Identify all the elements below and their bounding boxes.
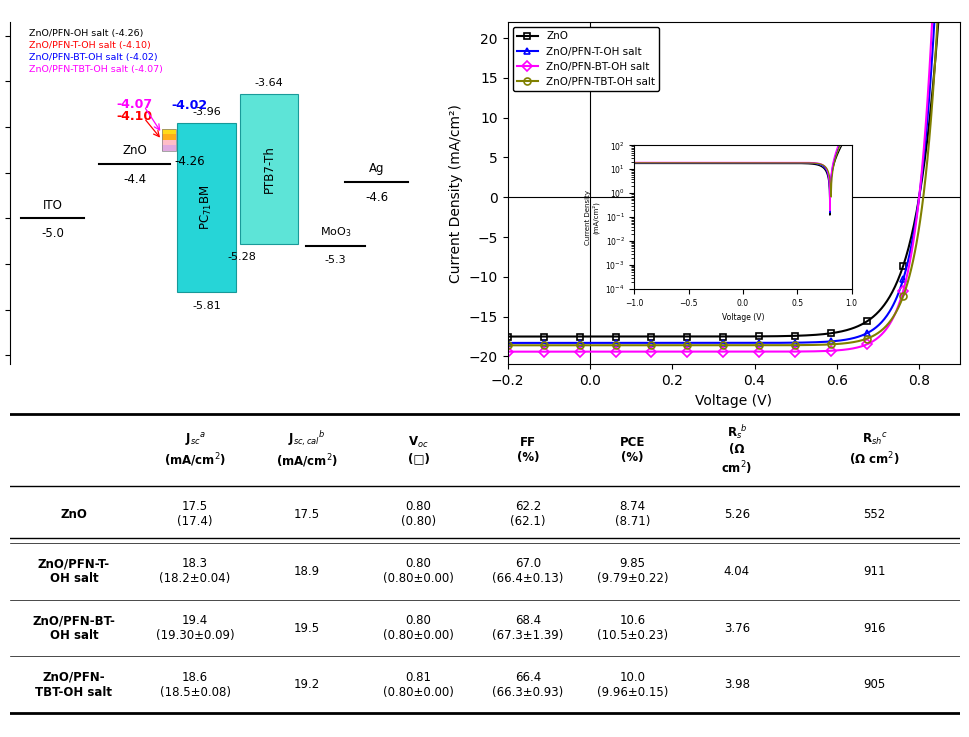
Bar bbox=[162, 134, 175, 140]
Bar bbox=[239, 94, 298, 244]
Text: ZnO/PFN-TBT-OH salt (-4.07): ZnO/PFN-TBT-OH salt (-4.07) bbox=[29, 65, 163, 74]
Text: 4.04: 4.04 bbox=[723, 565, 749, 578]
X-axis label: Voltage (V): Voltage (V) bbox=[695, 394, 771, 408]
Text: -4.4: -4.4 bbox=[123, 172, 146, 186]
Text: 0.81
(0.80±0.00): 0.81 (0.80±0.00) bbox=[383, 671, 453, 699]
Text: -3.96: -3.96 bbox=[192, 107, 221, 117]
Text: ZnO/PFN-OH salt (-4.26): ZnO/PFN-OH salt (-4.26) bbox=[29, 29, 143, 38]
Text: -5.81: -5.81 bbox=[192, 301, 221, 310]
Text: 18.3
(18.2±0.04): 18.3 (18.2±0.04) bbox=[159, 557, 231, 585]
Text: 916: 916 bbox=[862, 621, 885, 635]
Text: -5.28: -5.28 bbox=[227, 252, 256, 262]
Text: FF
(%): FF (%) bbox=[516, 436, 539, 464]
Text: PTB7-Th: PTB7-Th bbox=[263, 145, 275, 193]
Text: 9.85
(9.79±0.22): 9.85 (9.79±0.22) bbox=[596, 557, 668, 585]
Text: -3.64: -3.64 bbox=[255, 78, 283, 88]
Text: ZnO/PFN-T-OH salt (-4.10): ZnO/PFN-T-OH salt (-4.10) bbox=[29, 41, 151, 50]
Text: 19.4
(19.30±0.09): 19.4 (19.30±0.09) bbox=[156, 614, 234, 642]
Text: V$_{oc}$
(□): V$_{oc}$ (□) bbox=[407, 435, 429, 465]
Text: 905: 905 bbox=[862, 679, 885, 691]
Text: ZnO: ZnO bbox=[60, 508, 87, 521]
Text: 66.4
(66.3±0.93): 66.4 (66.3±0.93) bbox=[491, 671, 563, 699]
Text: MoO$_3$: MoO$_3$ bbox=[320, 226, 351, 240]
Text: -5.0: -5.0 bbox=[41, 228, 64, 240]
Text: 8.74
(8.71): 8.74 (8.71) bbox=[614, 500, 649, 528]
Text: 62.2
(62.1): 62.2 (62.1) bbox=[510, 500, 545, 528]
Text: -4.26: -4.26 bbox=[173, 156, 204, 168]
Text: ZnO/PFN-BT-OH salt (-4.02): ZnO/PFN-BT-OH salt (-4.02) bbox=[29, 53, 158, 62]
Bar bbox=[162, 129, 175, 134]
Text: ZnO: ZnO bbox=[122, 144, 146, 157]
Text: PCE
(%): PCE (%) bbox=[619, 436, 644, 464]
Text: 3.76: 3.76 bbox=[723, 621, 749, 635]
Text: 552: 552 bbox=[862, 508, 885, 521]
Text: ZnO/PFN-T-
OH salt: ZnO/PFN-T- OH salt bbox=[38, 557, 109, 585]
Bar bbox=[162, 129, 175, 151]
Text: 10.0
(9.96±0.15): 10.0 (9.96±0.15) bbox=[596, 671, 668, 699]
Text: 0.80
(0.80): 0.80 (0.80) bbox=[400, 500, 436, 528]
Text: PC$_{71}$BM: PC$_{71}$BM bbox=[199, 185, 214, 231]
Text: -4.07: -4.07 bbox=[116, 98, 152, 111]
Text: 67.0
(66.4±0.13): 67.0 (66.4±0.13) bbox=[491, 557, 563, 585]
Text: R$_s$$^b$
(Ω
cm$^2$): R$_s$$^b$ (Ω cm$^2$) bbox=[721, 423, 752, 477]
Text: ZnO/PFN-
TBT-OH salt: ZnO/PFN- TBT-OH salt bbox=[35, 671, 112, 699]
Text: 3.98: 3.98 bbox=[723, 679, 749, 691]
Bar bbox=[162, 145, 175, 151]
Text: 19.5: 19.5 bbox=[294, 621, 320, 635]
Text: R$_{sh}$$^c$
(Ω cm$^2$): R$_{sh}$$^c$ (Ω cm$^2$) bbox=[849, 432, 899, 468]
Text: -4.6: -4.6 bbox=[364, 191, 388, 204]
Text: Ag: Ag bbox=[368, 162, 384, 175]
Y-axis label: Current Density (mA/cm²): Current Density (mA/cm²) bbox=[449, 104, 462, 283]
Text: 19.2: 19.2 bbox=[294, 679, 320, 691]
Legend: ZnO, ZnO/PFN-T-OH salt, ZnO/PFN-BT-OH salt, ZnO/PFN-TBT-OH salt: ZnO, ZnO/PFN-T-OH salt, ZnO/PFN-BT-OH sa… bbox=[513, 27, 659, 91]
Text: -5.3: -5.3 bbox=[325, 255, 346, 265]
Text: ZnO/PFN-BT-
OH salt: ZnO/PFN-BT- OH salt bbox=[32, 614, 115, 642]
Text: 17.5
(17.4): 17.5 (17.4) bbox=[177, 500, 212, 528]
Text: J$_{sc, cal}$$^b$
(mA/cm$^2$): J$_{sc, cal}$$^b$ (mA/cm$^2$) bbox=[275, 430, 337, 469]
Text: J$_{sc}$$^a$
(mA/cm$^2$): J$_{sc}$$^a$ (mA/cm$^2$) bbox=[164, 431, 226, 469]
Text: 5.26: 5.26 bbox=[723, 508, 749, 521]
Text: 68.4
(67.3±1.39): 68.4 (67.3±1.39) bbox=[491, 614, 563, 642]
Text: 17.5: 17.5 bbox=[294, 508, 320, 521]
Text: 0.80
(0.80±0.00): 0.80 (0.80±0.00) bbox=[383, 557, 453, 585]
Bar bbox=[177, 123, 235, 293]
Text: -4.10: -4.10 bbox=[116, 110, 152, 122]
Text: ITO: ITO bbox=[43, 199, 62, 212]
Text: -4.02: -4.02 bbox=[171, 99, 207, 112]
Text: 10.6
(10.5±0.23): 10.6 (10.5±0.23) bbox=[596, 614, 668, 642]
Text: 911: 911 bbox=[862, 565, 885, 578]
Text: 0.80
(0.80±0.00): 0.80 (0.80±0.00) bbox=[383, 614, 453, 642]
Bar bbox=[162, 140, 175, 145]
Text: 18.6
(18.5±0.08): 18.6 (18.5±0.08) bbox=[160, 671, 231, 699]
Text: 18.9: 18.9 bbox=[294, 565, 320, 578]
